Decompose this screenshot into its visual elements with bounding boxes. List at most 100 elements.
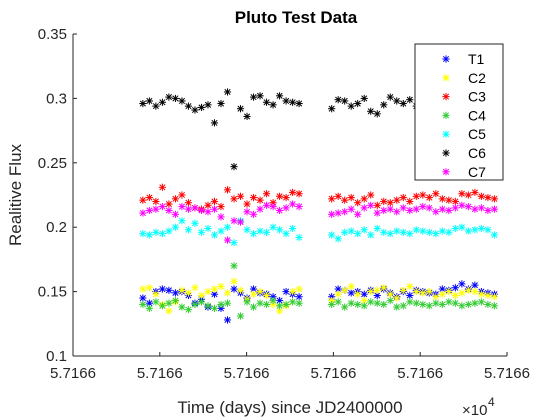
data-point [334,209,342,217]
data-point [406,298,414,306]
data-point [210,119,219,127]
data-point [223,299,232,307]
data-point [139,196,147,204]
data-point [230,262,238,270]
data-point [197,298,206,306]
data-point [165,200,173,208]
legend-label-c4: C4 [468,107,486,123]
data-point [386,297,394,305]
data-point [230,217,238,225]
data-point [289,288,297,296]
data-point [438,227,446,235]
data-point [458,223,466,231]
data-point [145,97,153,105]
data-point [145,284,153,292]
data-point [249,230,258,238]
data-point [360,226,368,234]
data-point [464,191,472,199]
data-point [334,96,342,104]
data-point [464,286,472,294]
legend-box [414,43,504,181]
data-point [236,218,245,226]
data-point [191,284,199,292]
data-point [184,102,193,110]
data-point [152,102,160,110]
data-point [191,204,199,212]
data-point [347,102,355,110]
data-point [354,99,362,108]
data-point [484,206,492,215]
data-point [445,206,453,215]
data-point [445,298,453,306]
y-tick-label: 0.25 [38,155,67,172]
data-point [347,193,355,202]
data-point [341,208,349,216]
data-point [451,299,459,307]
data-point [145,206,153,215]
data-point [432,230,440,238]
data-point [386,230,394,238]
data-point [204,224,212,233]
data-point [393,303,401,311]
data-point [269,202,277,211]
data-point [438,300,446,309]
data-point [458,190,466,198]
data-point [223,88,232,96]
axes [72,34,507,357]
data-point [367,201,375,209]
data-point [406,197,414,206]
data-point [341,97,349,105]
data-point [210,304,219,312]
data-point [158,98,167,106]
legend-label-c2: C2 [468,70,486,86]
data-point [399,193,407,202]
data-point [249,285,258,293]
data-point [373,224,381,233]
y-ticks: 0.1 0.15 0.2 0.25 0.3 0.35 [38,26,77,365]
data-point [380,228,388,236]
data-point [386,199,394,207]
data-point [354,300,362,309]
data-point [295,99,303,108]
data-point [328,231,336,239]
legend: T1 C2 C3 C4 C5 C6 C7 [414,43,504,181]
data-point [275,307,284,315]
data-point [139,285,147,293]
data-point [334,298,342,306]
data-point [406,96,414,104]
series-c4 [139,262,499,320]
data-point [249,193,258,202]
data-point [380,300,388,309]
data-point [360,204,368,212]
data-point [438,205,446,213]
legend-marker-c3 [442,93,450,101]
data-point [328,210,336,218]
data-point [152,228,160,236]
data-point [399,302,407,310]
data-point [282,288,290,296]
data-point [217,300,225,309]
data-point [230,239,238,247]
data-point [380,101,388,109]
data-point [451,204,459,212]
data-point [282,204,290,212]
data-point [230,277,238,285]
data-point [262,201,271,209]
data-point [262,291,271,300]
data-point [165,286,173,294]
data-point [204,288,212,296]
data-point [295,202,303,211]
data-point [223,316,232,324]
data-point [256,299,264,307]
chart-title: Pluto Test Data [235,8,358,27]
data-point [432,293,440,301]
data-point [354,199,362,207]
data-point [373,291,381,300]
data-point [367,298,375,306]
y-axis-label: Realitive Flux [6,143,25,246]
data-point [451,284,459,292]
data-point [165,93,173,101]
x-axis-label: Time (days) since JD2400000 [177,398,402,417]
data-point [158,202,167,211]
data-point [197,228,206,236]
